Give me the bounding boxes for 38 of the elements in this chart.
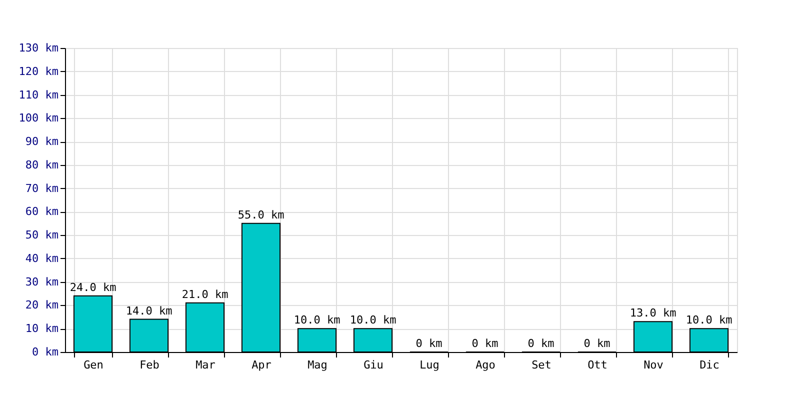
y-tick-label: 100 km xyxy=(18,112,59,125)
x-tick-label: Ago xyxy=(476,358,496,372)
y-tick-label: 120 km xyxy=(18,64,59,78)
data-label: 55.0 km xyxy=(238,208,285,222)
data-label: 10.0 km xyxy=(350,314,397,327)
y-tick-label: 90 km xyxy=(25,135,59,148)
y-tick-label: 40 km xyxy=(25,252,59,265)
data-label: 21.0 km xyxy=(182,288,229,301)
x-tick-label: Mag xyxy=(308,358,328,372)
data-label: 0 km xyxy=(584,337,611,350)
data-label: 10.0 km xyxy=(294,314,341,327)
data-label: 0 km xyxy=(416,337,443,350)
y-tick-label: 20 km xyxy=(25,298,59,312)
y-tick-label: 60 km xyxy=(25,205,59,218)
x-tick-label: Lug xyxy=(420,358,440,372)
x-tick-label: Dic xyxy=(700,358,720,372)
y-tick-label: 80 km xyxy=(25,158,59,172)
x-tick-label: Gen xyxy=(84,358,104,372)
x-tick-label: Ott xyxy=(588,358,608,372)
y-tick-label: 10 km xyxy=(25,322,59,336)
y-tick-label: 0 km xyxy=(32,346,59,358)
x-tick-label: Giu xyxy=(364,358,384,372)
y-tick-label: 130 km xyxy=(18,42,59,54)
x-tick-label: Set xyxy=(532,358,552,372)
y-tick-label: 30 km xyxy=(25,275,59,288)
data-label: 14.0 km xyxy=(126,304,173,318)
y-tick-label: 50 km xyxy=(25,228,59,242)
x-tick-label: Mar xyxy=(196,358,216,372)
data-label: 13.0 km xyxy=(630,306,677,320)
x-tick-label: Nov xyxy=(644,358,664,372)
y-tick-label: 70 km xyxy=(25,182,59,195)
data-label: 0 km xyxy=(528,337,555,350)
data-label: 0 km xyxy=(472,337,499,350)
x-tick-label: Apr xyxy=(252,358,272,372)
y-tick-label: 110 km xyxy=(18,88,59,102)
data-label: 10.0 km xyxy=(686,314,733,327)
data-label: 24.0 km xyxy=(70,280,117,294)
x-tick-label: Feb xyxy=(140,358,160,372)
